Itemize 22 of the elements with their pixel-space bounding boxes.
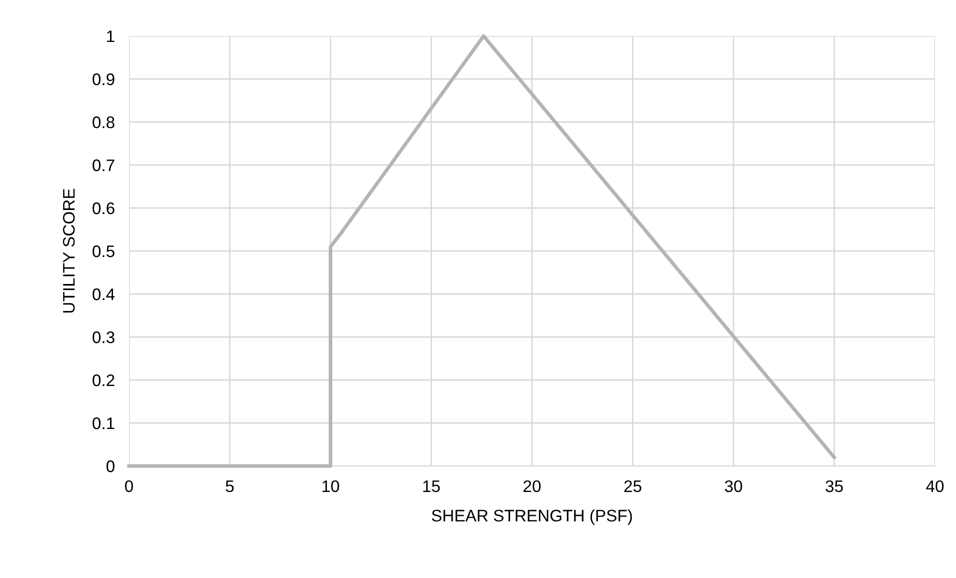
x-tick-label: 20 <box>524 480 541 492</box>
y-tick-label: 0.2 <box>92 374 114 386</box>
x-tick-label: 5 <box>226 480 234 492</box>
x-tick-label: 30 <box>724 480 742 492</box>
y-tick-label: 0.7 <box>92 159 114 172</box>
x-tick-label: 10 <box>322 480 340 492</box>
y-tick-label: 0.5 <box>92 245 114 258</box>
y-tick-label: 0.9 <box>92 73 114 86</box>
x-tick-label: 15 <box>423 480 440 492</box>
y-tick-label: 0.1 <box>92 417 114 430</box>
x-tick-label: 0 <box>125 480 133 492</box>
x-tick-label: 40 <box>926 480 944 492</box>
y-axis-title: UTILITY SCORE <box>62 188 75 313</box>
y-tick-label: 0.3 <box>92 331 114 344</box>
y-tick-label: 0.8 <box>92 116 114 128</box>
x-tick-label: 25 <box>624 480 642 492</box>
y-tick-label: 0.6 <box>92 202 114 214</box>
y-tick-label: 0 <box>106 460 114 472</box>
y-tick-label: 0.4 <box>92 288 115 300</box>
x-tick-label: 35 <box>826 480 843 492</box>
x-axis-title: SHEAR STRENGTH (PSF) <box>432 509 632 525</box>
y-tick-label: 1 <box>107 30 114 42</box>
